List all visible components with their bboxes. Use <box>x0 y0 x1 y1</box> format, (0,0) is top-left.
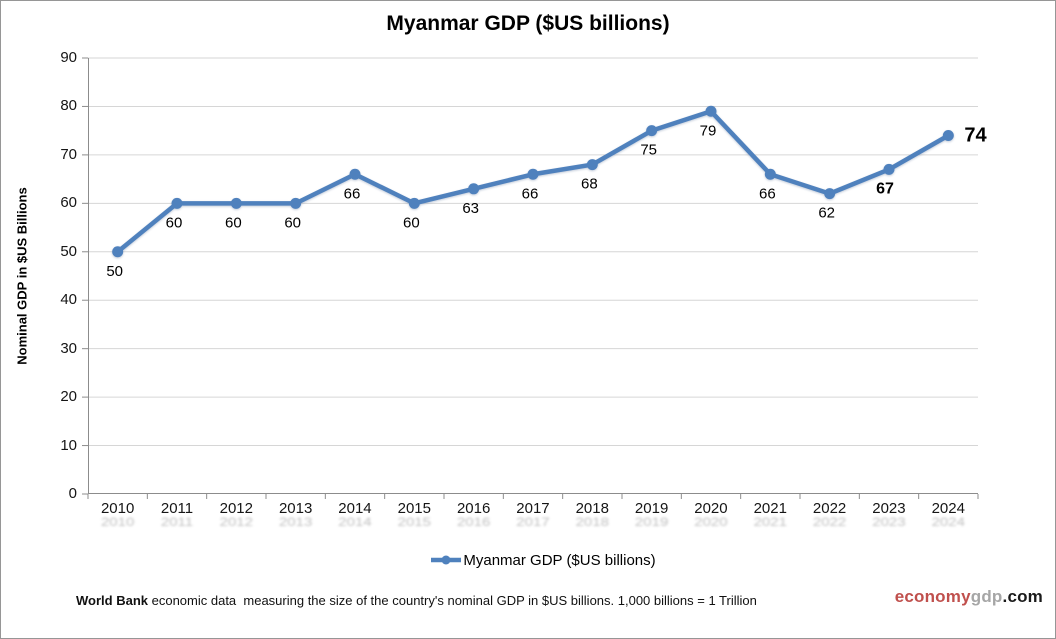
y-tick-label-10: 10 <box>60 436 77 454</box>
data-label-2016: 63 <box>462 200 479 217</box>
x-tick-label-2020: 2020 <box>694 500 728 517</box>
brand-com: .com <box>1002 587 1043 606</box>
data-label-2013: 60 <box>284 214 301 231</box>
y-axis-title: Nominal GDP in $US Billions <box>14 187 30 365</box>
x-tick-label-2023: 2023 <box>872 500 906 517</box>
series-myanmar-gdp-us-billions- <box>112 105 954 258</box>
data-label-2018: 68 <box>581 176 598 193</box>
x-axis-labels-ghost-shadow: 2010 2011 2012 2013 2014 2015 2016 2017 2018 2019… <box>88 516 978 530</box>
footer-note: World Bank economic data measuring the s… <box>76 593 757 608</box>
chart-title: Myanmar GDP ($US billions) <box>386 12 670 35</box>
x-tick-label-2014: 2014 <box>338 500 372 517</box>
x-tick-label-2011: 2011 <box>160 500 194 517</box>
data-label-2024: 74 <box>964 125 987 147</box>
x-ghost-label-2022: 2022 <box>812 515 847 530</box>
x-ghost-label-2016: 2016 <box>456 515 491 530</box>
data-point-2017 <box>527 168 539 180</box>
data-label-2014: 66 <box>344 185 361 202</box>
y-tick-label-60: 60 <box>60 194 77 212</box>
data-point-2023 <box>883 163 895 175</box>
x-tick-label-2018: 2018 <box>575 500 609 517</box>
data-label-2022: 62 <box>818 205 835 222</box>
x-ghost-label-2012: 2012 <box>219 515 253 530</box>
x-ghost-label-2014: 2014 <box>338 515 372 530</box>
data-label-2010: 50 <box>106 263 123 280</box>
legend-label: Myanmar GDP ($US billions) <box>463 551 656 569</box>
footer-text: economic data measuring the size of the … <box>148 593 757 608</box>
x-ghost-label-2017: 2017 <box>516 515 550 530</box>
data-point-2015 <box>408 197 420 209</box>
data-point-2012 <box>230 197 242 209</box>
x-ghost-label-2023: 2023 <box>872 515 906 530</box>
data-point-2024 <box>942 130 954 142</box>
data-point-2014 <box>349 168 361 180</box>
brand-link[interactable]: economygdp.com <box>895 587 1043 607</box>
data-label-2019: 75 <box>640 142 657 159</box>
y-tick-label-40: 40 <box>60 291 77 309</box>
data-point-2019 <box>646 125 658 137</box>
x-tick-label-2016: 2016 <box>456 500 491 517</box>
data-label-2020: 79 <box>700 122 717 139</box>
x-ghost-label-2015: 2015 <box>397 515 431 530</box>
data-point-2011 <box>171 197 183 209</box>
x-tick-label-2024: 2024 <box>931 500 965 517</box>
data-point-2021 <box>764 168 776 180</box>
data-point-2013 <box>290 197 302 209</box>
legend-line-marker-icon <box>431 555 462 565</box>
x-ghost-label-2013: 2013 <box>278 515 313 530</box>
x-ghost-label-2010: 2010 <box>100 515 135 530</box>
brand-economy: economy <box>894 587 971 606</box>
x-tick-label-2019: 2019 <box>634 500 669 517</box>
x-ghost-label-2020: 2020 <box>694 515 728 530</box>
data-label-2021: 66 <box>759 185 776 202</box>
y-tick-label-0: 0 <box>68 485 77 502</box>
data-point-2020 <box>705 105 717 117</box>
x-tick-label-2015: 2015 <box>397 500 431 517</box>
legend: Myanmar GDP ($US billions) <box>16 550 1055 570</box>
y-tick-label-20: 20 <box>60 388 77 406</box>
data-point-2018 <box>586 159 598 171</box>
x-tick-label-2010: 2010 <box>100 500 135 517</box>
x-tick-label-2012: 2012 <box>219 500 253 517</box>
data-label-2017: 66 <box>522 185 539 202</box>
data-label-2012: 60 <box>225 214 242 231</box>
line-chart-plot: 50 60 60 60 66 60 63 66 68 75 79 66 62 67 74 <box>82 57 987 499</box>
footer-source: World Bank <box>76 593 148 608</box>
data-point-2016 <box>468 183 480 195</box>
y-tick-label-30: 30 <box>60 339 77 357</box>
x-ghost-label-2019: 2019 <box>634 515 669 530</box>
x-ghost-label-2021: 2021 <box>753 515 787 530</box>
data-point-2022 <box>824 188 836 200</box>
y-tick-label-80: 80 <box>60 97 77 115</box>
y-tick-label-90: 90 <box>60 49 77 66</box>
data-label-2011: 60 <box>166 214 183 231</box>
gdp-line <box>115 109 951 255</box>
x-tick-label-2021: 2021 <box>753 500 787 517</box>
x-ghost-label-2024: 2024 <box>931 515 965 530</box>
x-tick-label-2017: 2017 <box>516 500 550 517</box>
data-point-2010 <box>112 246 124 258</box>
y-tick-label-50: 50 <box>60 242 77 260</box>
x-ghost-label-2018: 2018 <box>575 515 609 530</box>
data-label-2015: 60 <box>403 214 420 231</box>
x-tick-label-2022: 2022 <box>812 500 847 517</box>
brand-gdp: gdp <box>970 587 1003 606</box>
x-ghost-label-2011: 2011 <box>160 515 194 530</box>
data-label-2023: 67 <box>876 180 894 197</box>
x-tick-label-2013: 2013 <box>278 500 313 517</box>
y-tick-label-70: 70 <box>60 145 77 163</box>
x-axis-tick-labels: 2010 2011 2012 2013 2014 2015 2016 2017 2018 2019… <box>88 500 978 517</box>
